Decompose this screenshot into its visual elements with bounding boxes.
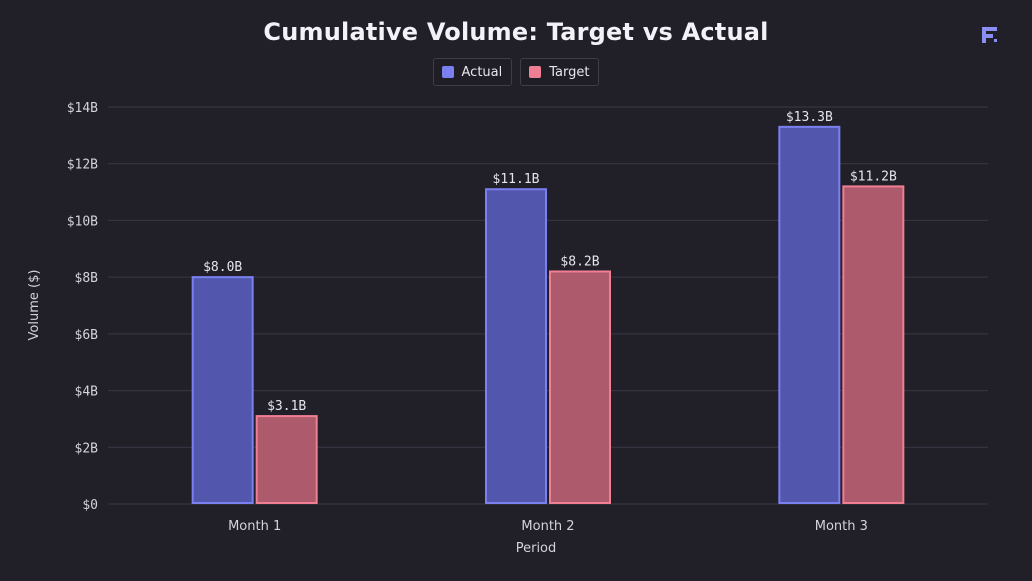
- legend: Actual Target: [0, 58, 1032, 86]
- data-label-actual-1: $8.0B: [203, 260, 242, 275]
- x-axis-ticks: Month 1 Month 2 Month 3: [228, 519, 868, 534]
- data-label-actual-3: $13.3B: [786, 110, 833, 125]
- y-tick-label: $0: [82, 498, 98, 513]
- data-labels: $8.0B $3.1B $11.1B $8.2B $13.3B $11.2B: [203, 110, 897, 414]
- x-tick-label: Month 3: [815, 519, 868, 534]
- y-tick-label: $6B: [75, 328, 99, 343]
- legend-item-target[interactable]: Target: [520, 58, 600, 86]
- y-tick-label: $10B: [67, 214, 98, 229]
- y-tick-label: $2B: [75, 441, 99, 456]
- bar-target-2[interactable]: [549, 270, 611, 504]
- y-tick-label: $12B: [67, 158, 98, 173]
- gridlines: [108, 106, 988, 505]
- chart-title: Cumulative Volume: Target vs Actual: [263, 18, 769, 46]
- bars: [191, 125, 905, 505]
- data-label-target-3: $11.2B: [850, 169, 897, 184]
- legend-label-actual: Actual: [461, 64, 503, 80]
- bar-actual-1[interactable]: [191, 276, 254, 504]
- data-label-target-2: $8.2B: [560, 254, 599, 269]
- y-tick-label: $4B: [75, 385, 99, 400]
- legend-label-target: Target: [549, 64, 590, 80]
- y-tick-label: $14B: [67, 101, 98, 116]
- data-label-target-1: $3.1B: [267, 399, 306, 414]
- y-tick-label: $8B: [75, 271, 99, 286]
- x-tick-label: Month 1: [228, 519, 281, 534]
- legend-item-actual[interactable]: Actual: [432, 58, 513, 86]
- bar-target-1[interactable]: [255, 415, 318, 505]
- x-axis-title: Period: [516, 541, 557, 556]
- bar-actual-2[interactable]: [485, 188, 547, 504]
- legend-swatch-target: [529, 66, 542, 78]
- data-label-actual-2: $11.1B: [493, 172, 540, 187]
- brand-logo-icon: [982, 27, 997, 43]
- bar-target-3[interactable]: [842, 185, 905, 504]
- legend-swatch-actual: [441, 66, 454, 78]
- x-tick-label: Month 2: [521, 519, 574, 534]
- y-axis-ticks: $0 $2B $4B $6B $8B $10B $12B $14B: [67, 101, 98, 513]
- y-axis-title: Volume ($): [27, 270, 42, 341]
- bar-actual-3[interactable]: [778, 125, 841, 504]
